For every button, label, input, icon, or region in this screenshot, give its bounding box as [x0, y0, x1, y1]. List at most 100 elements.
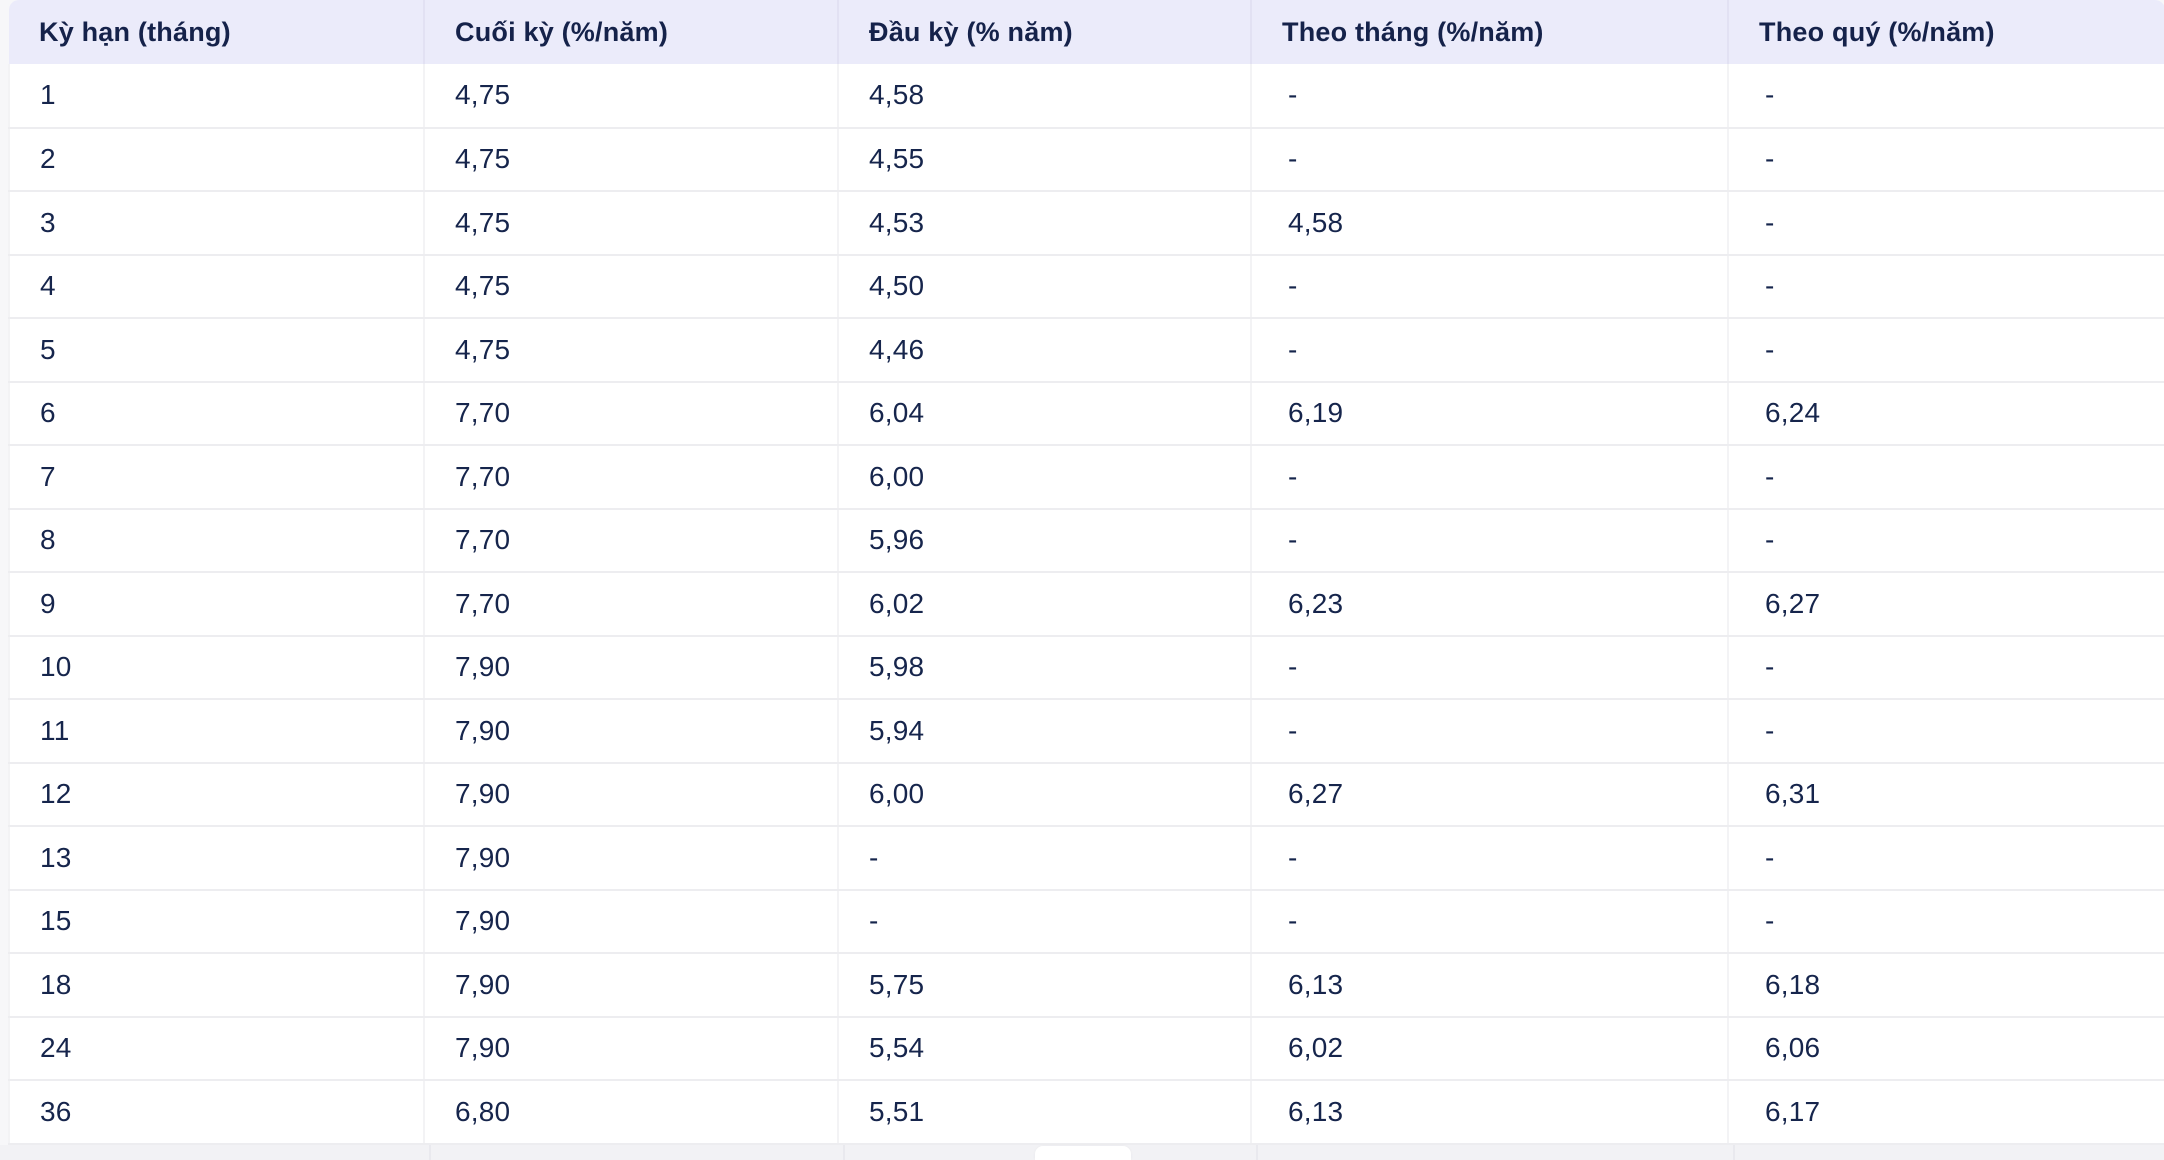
cell-monthly: - — [1251, 64, 1729, 129]
cell-quarterly: - — [1728, 318, 2164, 383]
cell-end-of-term: 7,70 — [424, 572, 839, 637]
cell-monthly: 6,02 — [1251, 1016, 1729, 1081]
table-row: 13 7,90 - - - — [8, 826, 2164, 891]
cell-beginning-of-term: 5,98 — [838, 635, 1252, 700]
cell-monthly: - — [1251, 635, 1729, 700]
cell-monthly: - — [1251, 889, 1729, 954]
cell-term: 3 — [8, 191, 425, 256]
cell-monthly: - — [1251, 826, 1729, 891]
cell-quarterly: - — [1728, 635, 2164, 700]
cell-quarterly: - — [1728, 64, 2164, 129]
divider — [429, 1145, 431, 1160]
cell-term: 36 — [8, 1080, 425, 1145]
cell-beginning-of-term: 4,50 — [838, 254, 1252, 319]
column-header-term: Kỳ hạn (tháng) — [9, 0, 425, 64]
cell-beginning-of-term: 4,53 — [838, 191, 1252, 256]
cell-term: 6 — [8, 381, 425, 446]
cell-term: 24 — [8, 1016, 425, 1081]
cell-monthly: - — [1251, 445, 1729, 510]
cell-beginning-of-term: 6,00 — [838, 445, 1252, 510]
interest-rate-table: Kỳ hạn (tháng) Cuối kỳ (%/năm) Đầu kỳ (%… — [8, 0, 2164, 1145]
cell-end-of-term: 7,90 — [424, 889, 839, 954]
cell-quarterly: 6,18 — [1728, 953, 2164, 1018]
bottom-scroll-handle[interactable] — [1035, 1146, 1131, 1160]
cell-quarterly: - — [1728, 445, 2164, 510]
cell-quarterly: 6,27 — [1728, 572, 2164, 637]
cell-quarterly: 6,24 — [1728, 381, 2164, 446]
table-header: Kỳ hạn (tháng) Cuối kỳ (%/năm) Đầu kỳ (%… — [9, 0, 2164, 64]
cell-end-of-term: 7,90 — [424, 699, 839, 764]
table-row: 15 7,90 - - - — [8, 889, 2164, 954]
column-header-beginning-of-term: Đầu kỳ (% năm) — [838, 0, 1252, 64]
cell-beginning-of-term: 5,75 — [838, 953, 1252, 1018]
column-header-quarterly: Theo quý (%/năm) — [1728, 0, 2164, 64]
cell-quarterly: 6,06 — [1728, 1016, 2164, 1081]
cell-term: 11 — [8, 699, 425, 764]
cell-end-of-term: 7,90 — [424, 1016, 839, 1081]
table-row: 1 4,75 4,58 - - — [8, 64, 2164, 129]
cell-quarterly: - — [1728, 699, 2164, 764]
table-row: 3 4,75 4,53 4,58 - — [8, 191, 2164, 256]
table-row: 7 7,70 6,00 - - — [8, 445, 2164, 510]
cell-beginning-of-term: 4,58 — [838, 64, 1252, 129]
cell-beginning-of-term: 4,55 — [838, 127, 1252, 192]
cell-beginning-of-term: - — [838, 826, 1252, 891]
table-row: 2 4,75 4,55 - - — [8, 127, 2164, 192]
cell-term: 2 — [8, 127, 425, 192]
cell-end-of-term: 7,90 — [424, 635, 839, 700]
divider — [1733, 1145, 1735, 1160]
cell-end-of-term: 7,90 — [424, 762, 839, 827]
table-row: 36 6,80 5,51 6,13 6,17 — [8, 1080, 2164, 1145]
table-row: 11 7,90 5,94 - - — [8, 699, 2164, 764]
cell-end-of-term: 7,90 — [424, 826, 839, 891]
table-row: 6 7,70 6,04 6,19 6,24 — [8, 381, 2164, 446]
cell-term: 9 — [8, 572, 425, 637]
cell-term: 15 — [8, 889, 425, 954]
table-header-row: Kỳ hạn (tháng) Cuối kỳ (%/năm) Đầu kỳ (%… — [9, 0, 2164, 64]
cell-term: 4 — [8, 254, 425, 319]
table-row: 9 7,70 6,02 6,23 6,27 — [8, 572, 2164, 637]
cell-end-of-term: 6,80 — [424, 1080, 839, 1145]
cell-term: 18 — [8, 953, 425, 1018]
cell-beginning-of-term: 5,94 — [838, 699, 1252, 764]
cell-monthly: 4,58 — [1251, 191, 1729, 256]
cell-monthly: - — [1251, 127, 1729, 192]
table-row: 4 4,75 4,50 - - — [8, 254, 2164, 319]
cell-beginning-of-term: 6,00 — [838, 762, 1252, 827]
cell-monthly: - — [1251, 254, 1729, 319]
cell-beginning-of-term: 4,46 — [838, 318, 1252, 383]
cell-quarterly: - — [1728, 127, 2164, 192]
cell-monthly: 6,19 — [1251, 381, 1729, 446]
cell-term: 8 — [8, 508, 425, 573]
cell-end-of-term: 7,70 — [424, 508, 839, 573]
rate-table-body: 1 4,75 4,58 - - 2 4,75 4,55 - - 3 4,75 4… — [8, 64, 2164, 1145]
cell-quarterly: - — [1728, 508, 2164, 573]
column-header-end-of-term: Cuối kỳ (%/năm) — [424, 0, 839, 64]
cell-quarterly: - — [1728, 254, 2164, 319]
cell-end-of-term: 4,75 — [424, 318, 839, 383]
table-row: 5 4,75 4,46 - - — [8, 318, 2164, 383]
cell-monthly: 6,13 — [1251, 953, 1729, 1018]
column-header-monthly: Theo tháng (%/năm) — [1251, 0, 1729, 64]
cell-monthly: 6,27 — [1251, 762, 1729, 827]
cell-beginning-of-term: 5,51 — [838, 1080, 1252, 1145]
cell-end-of-term: 4,75 — [424, 127, 839, 192]
cell-term: 12 — [8, 762, 425, 827]
divider — [1256, 1145, 1258, 1160]
cell-monthly: - — [1251, 318, 1729, 383]
cell-monthly: 6,13 — [1251, 1080, 1729, 1145]
cell-term: 7 — [8, 445, 425, 510]
cell-beginning-of-term: - — [838, 889, 1252, 954]
cell-end-of-term: 4,75 — [424, 254, 839, 319]
cell-term: 1 — [8, 64, 425, 129]
table-row: 12 7,90 6,00 6,27 6,31 — [8, 762, 2164, 827]
cell-quarterly: 6,17 — [1728, 1080, 2164, 1145]
cell-quarterly: 6,31 — [1728, 762, 2164, 827]
cell-term: 10 — [8, 635, 425, 700]
cell-beginning-of-term: 6,04 — [838, 381, 1252, 446]
cell-end-of-term: 7,70 — [424, 445, 839, 510]
divider — [843, 1145, 845, 1160]
cell-end-of-term: 4,75 — [424, 191, 839, 256]
cell-term: 13 — [8, 826, 425, 891]
cell-monthly: 6,23 — [1251, 572, 1729, 637]
